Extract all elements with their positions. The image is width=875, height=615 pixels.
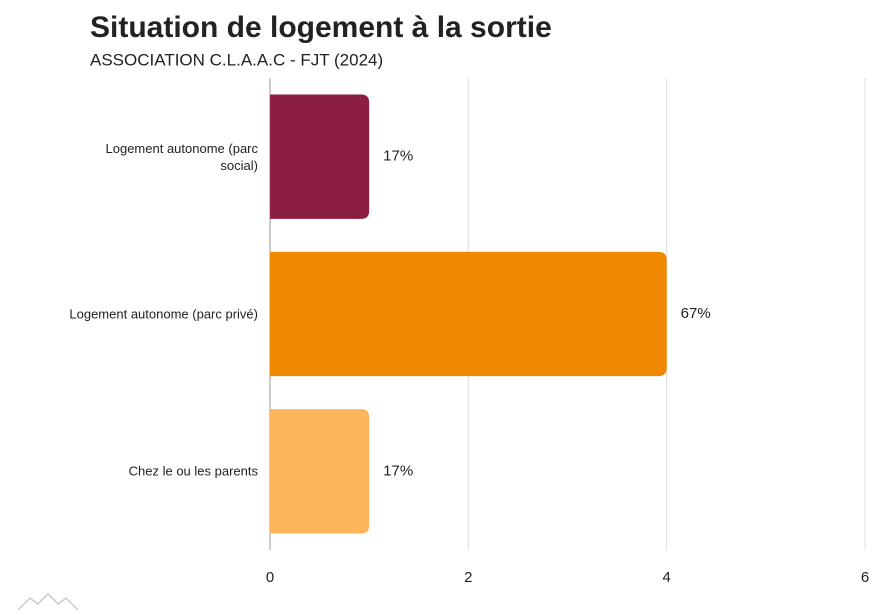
y-tick-label: Chez le ou les parents xyxy=(128,463,258,479)
x-tick-label: 4 xyxy=(662,569,670,586)
bar xyxy=(270,251,667,377)
chart-title: Situation de logement à la sortie xyxy=(90,11,552,44)
bar xyxy=(270,409,370,534)
value-label: 67% xyxy=(681,305,711,322)
y-tick-label: Logement autonome (parc social) xyxy=(105,140,258,173)
y-tick-label: Logement autonome (parc privé) xyxy=(69,306,258,322)
x-tick-label: 2 xyxy=(464,569,472,586)
value-label: 17% xyxy=(383,462,413,479)
logo xyxy=(17,593,79,611)
chart-subtitle: ASSOCIATION C.L.A.A.C - FJT (2024) xyxy=(90,50,383,69)
x-tick-label: 0 xyxy=(266,569,274,586)
x-tick-label: 6 xyxy=(861,569,869,586)
value-label: 17% xyxy=(383,148,413,165)
bar xyxy=(270,94,370,219)
